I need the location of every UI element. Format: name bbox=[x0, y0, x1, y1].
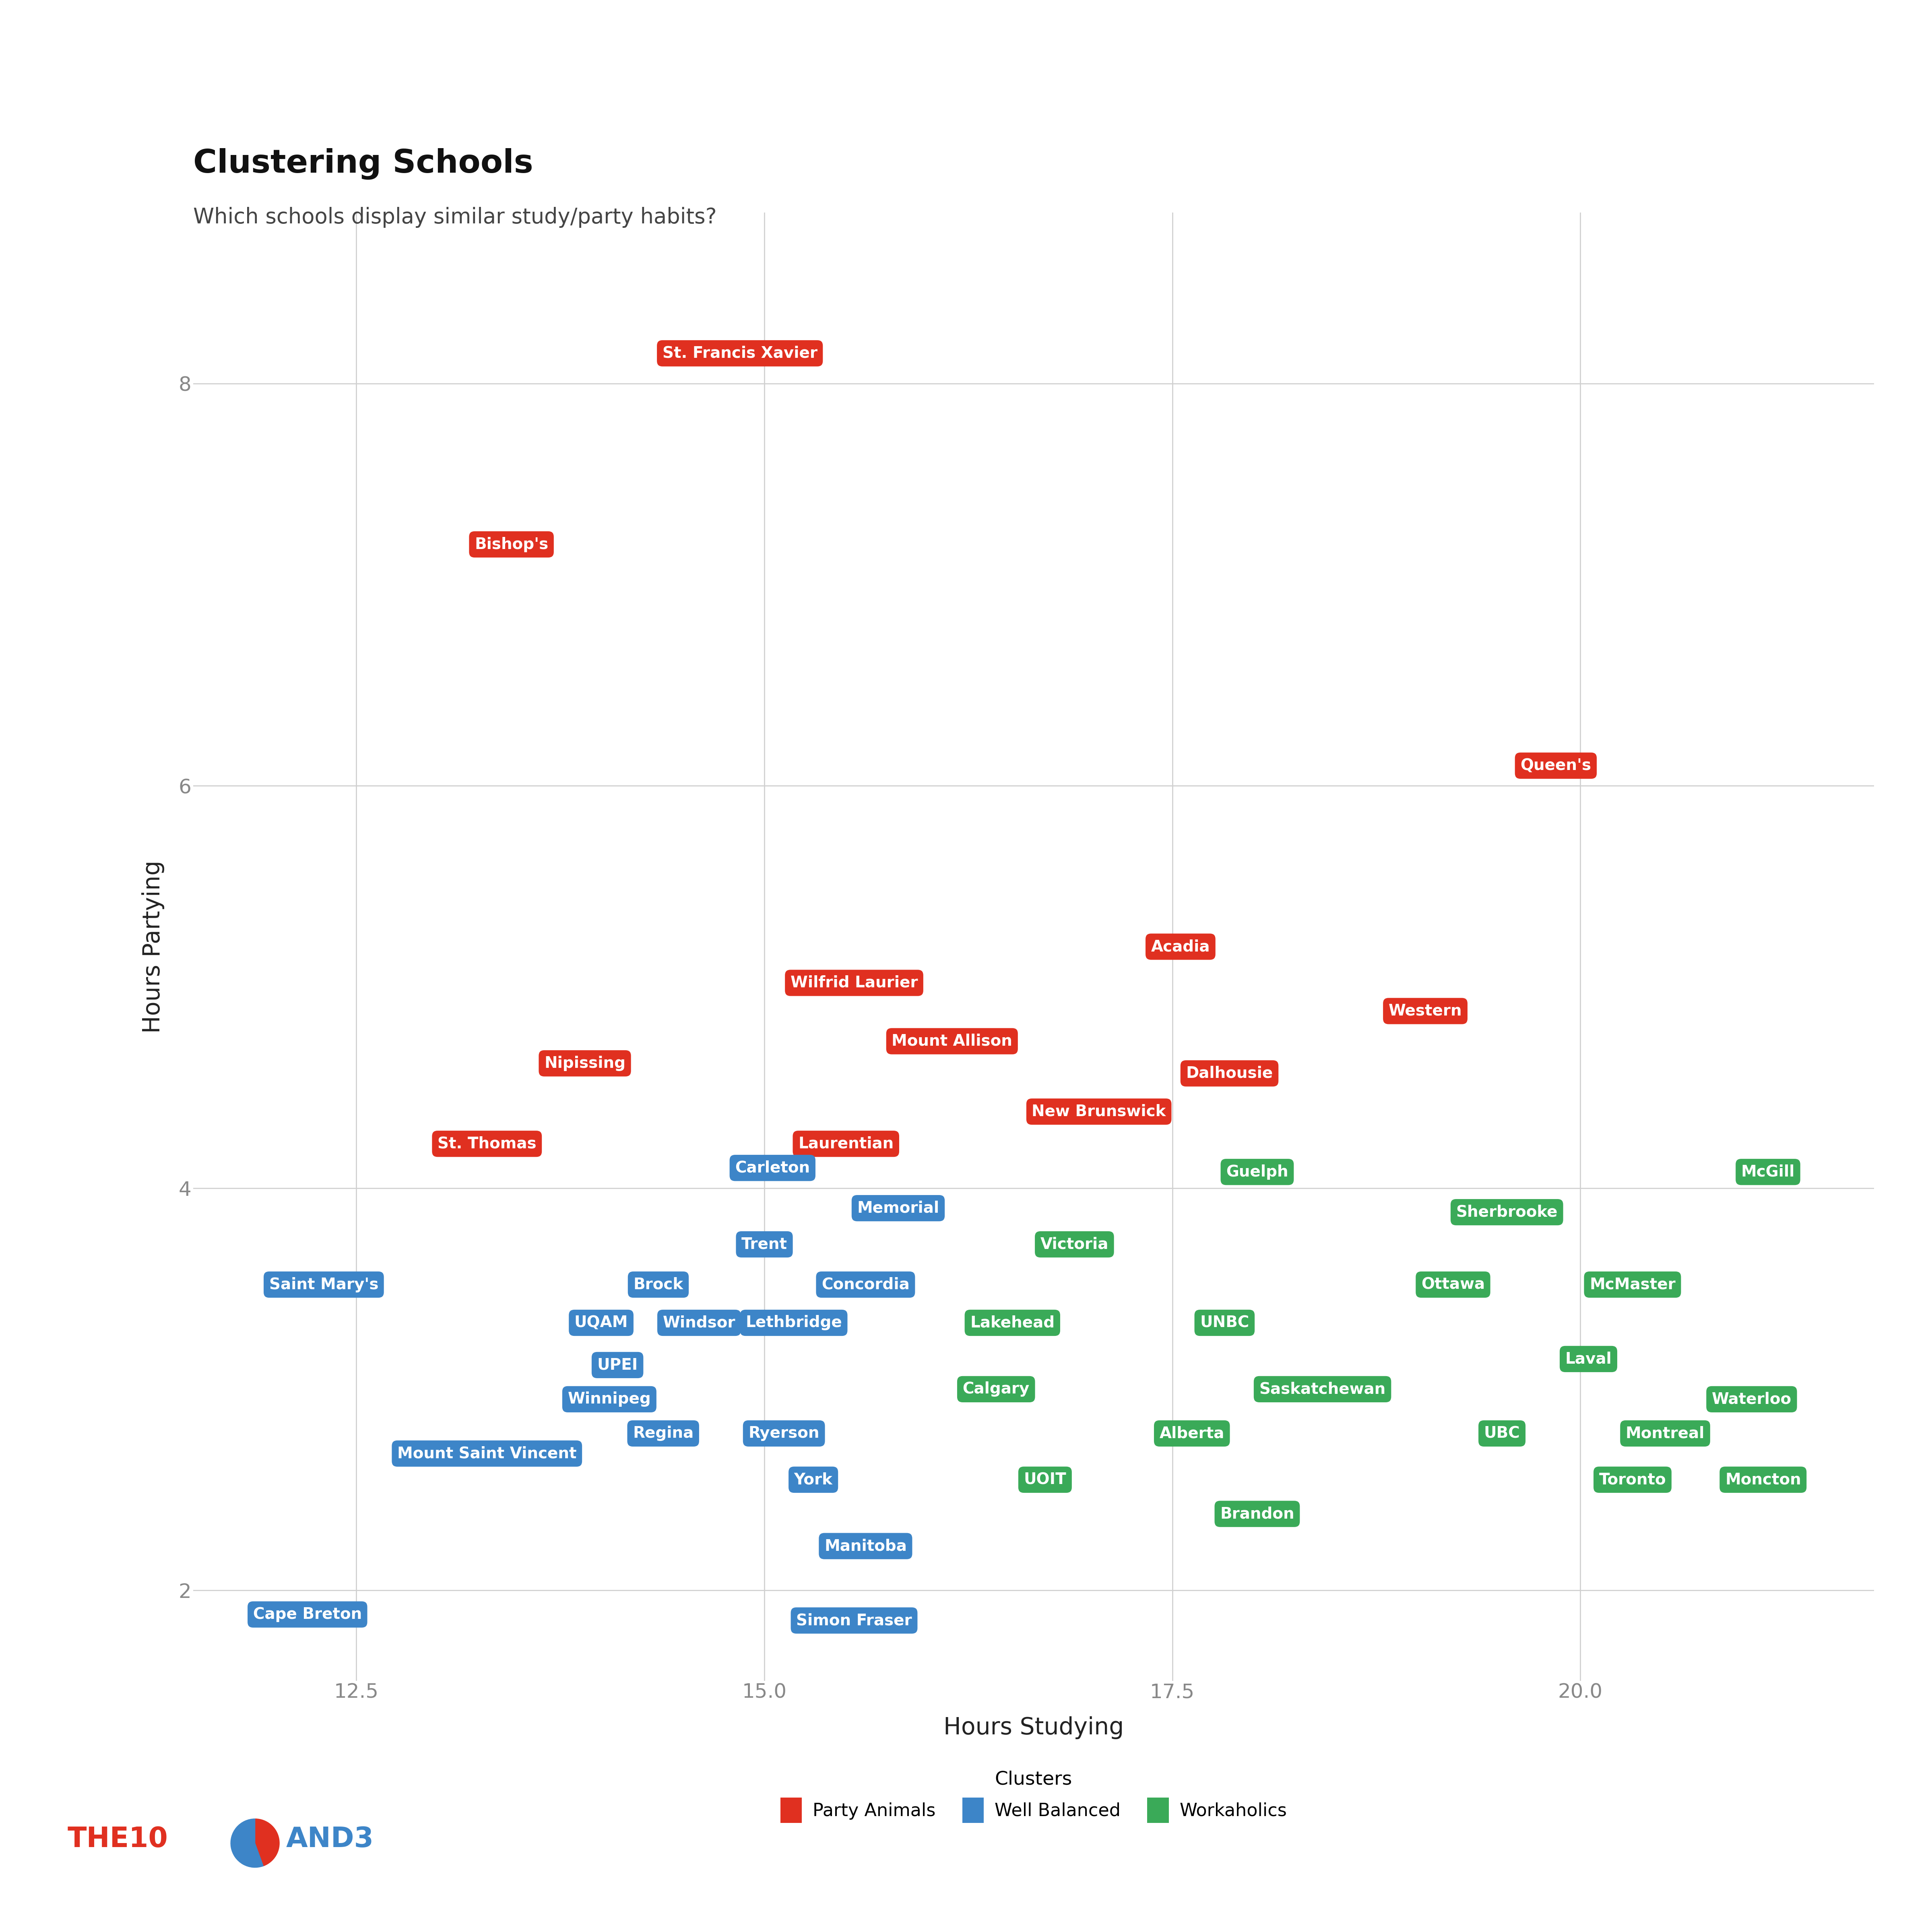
Text: Waterloo: Waterloo bbox=[1712, 1391, 1791, 1406]
Text: Mount Saint Vincent: Mount Saint Vincent bbox=[398, 1445, 576, 1461]
Text: Ottawa: Ottawa bbox=[1422, 1277, 1486, 1293]
Text: UBC: UBC bbox=[1484, 1426, 1520, 1441]
X-axis label: Hours Studying: Hours Studying bbox=[943, 1716, 1124, 1739]
Text: Calgary: Calgary bbox=[962, 1381, 1030, 1397]
Text: Montreal: Montreal bbox=[1625, 1426, 1704, 1441]
Text: Brock: Brock bbox=[634, 1277, 684, 1293]
Text: St. Thomas: St. Thomas bbox=[437, 1136, 537, 1151]
Text: UNBC: UNBC bbox=[1200, 1316, 1250, 1331]
Wedge shape bbox=[255, 1818, 280, 1866]
Text: Lakehead: Lakehead bbox=[970, 1316, 1055, 1331]
Text: Concordia: Concordia bbox=[821, 1277, 910, 1293]
Text: Dalhousie: Dalhousie bbox=[1186, 1066, 1273, 1082]
Text: UPEI: UPEI bbox=[597, 1358, 638, 1374]
Text: Simon Fraser: Simon Fraser bbox=[796, 1613, 912, 1629]
Text: Manitoba: Manitoba bbox=[825, 1538, 906, 1553]
Text: St. Francis Xavier: St. Francis Xavier bbox=[663, 346, 817, 361]
Text: Wilfrid Laurier: Wilfrid Laurier bbox=[790, 976, 918, 991]
Text: Victoria: Victoria bbox=[1039, 1236, 1109, 1252]
Text: Laurentian: Laurentian bbox=[798, 1136, 895, 1151]
Text: York: York bbox=[794, 1472, 833, 1488]
Text: Sherbrooke: Sherbrooke bbox=[1457, 1204, 1557, 1219]
Text: Bishop's: Bishop's bbox=[475, 537, 549, 553]
Text: Laval: Laval bbox=[1565, 1350, 1611, 1366]
Wedge shape bbox=[230, 1818, 263, 1868]
Text: Toronto: Toronto bbox=[1600, 1472, 1665, 1488]
Text: Winnipeg: Winnipeg bbox=[568, 1391, 651, 1406]
Text: Guelph: Guelph bbox=[1227, 1165, 1289, 1180]
Text: Windsor: Windsor bbox=[663, 1316, 736, 1331]
Text: UQAM: UQAM bbox=[574, 1316, 628, 1331]
Text: Which schools display similar study/party habits?: Which schools display similar study/part… bbox=[193, 207, 717, 228]
Text: Mount Allison: Mount Allison bbox=[893, 1034, 1012, 1049]
Text: Moncton: Moncton bbox=[1725, 1472, 1801, 1488]
Text: Acadia: Acadia bbox=[1151, 939, 1209, 954]
Text: Regina: Regina bbox=[634, 1426, 694, 1441]
Text: Memorial: Memorial bbox=[858, 1200, 939, 1215]
Text: UOIT: UOIT bbox=[1024, 1472, 1066, 1488]
Text: Saint Mary's: Saint Mary's bbox=[269, 1277, 379, 1293]
Text: Cape Breton: Cape Breton bbox=[253, 1607, 361, 1623]
Text: Lethbridge: Lethbridge bbox=[746, 1316, 842, 1331]
Text: Brandon: Brandon bbox=[1219, 1507, 1294, 1522]
Text: Western: Western bbox=[1389, 1003, 1463, 1018]
Text: THE10: THE10 bbox=[68, 1826, 168, 1853]
Y-axis label: Hours Partying: Hours Partying bbox=[141, 860, 164, 1034]
Legend: Party Animals, Well Balanced, Workaholics: Party Animals, Well Balanced, Workaholic… bbox=[763, 1752, 1304, 1841]
Text: Ryerson: Ryerson bbox=[748, 1426, 819, 1441]
Text: New Brunswick: New Brunswick bbox=[1032, 1103, 1167, 1119]
Text: McMaster: McMaster bbox=[1590, 1277, 1675, 1293]
Text: Saskatchewan: Saskatchewan bbox=[1260, 1381, 1385, 1397]
Text: Trent: Trent bbox=[742, 1236, 788, 1252]
Text: Nipissing: Nipissing bbox=[545, 1055, 626, 1070]
Text: Alberta: Alberta bbox=[1159, 1426, 1225, 1441]
Text: AND3: AND3 bbox=[286, 1826, 373, 1853]
Text: Carleton: Carleton bbox=[734, 1161, 810, 1175]
Text: Queen's: Queen's bbox=[1520, 757, 1592, 773]
Text: Clustering Schools: Clustering Schools bbox=[193, 149, 533, 180]
Text: McGill: McGill bbox=[1741, 1165, 1795, 1180]
